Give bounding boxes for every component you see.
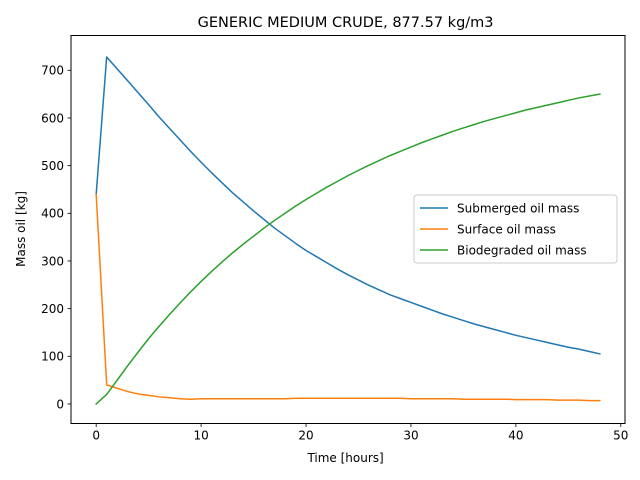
y-tick-label: 200	[41, 302, 64, 316]
y-tick-label: 300	[41, 254, 64, 268]
x-tick-label: 40	[508, 429, 523, 443]
y-tick-label: 500	[41, 159, 64, 173]
y-axis-ticks: 0 100 200 300 400 500 600 700	[41, 64, 71, 411]
legend-label-1: Submerged oil mass	[457, 201, 579, 215]
y-tick-label: 400	[41, 207, 64, 221]
x-axis-ticks: 0 10 20 30 40 50	[92, 423, 628, 443]
y-tick-label: 100	[41, 350, 64, 364]
legend: Submerged oil mass Surface oil mass Biodeg…	[413, 194, 618, 264]
legend-box	[413, 194, 618, 264]
y-tick-label: 700	[41, 64, 64, 78]
x-tick-label: 20	[298, 429, 313, 443]
x-tick-label: 30	[403, 429, 418, 443]
series-layer	[95, 56, 601, 406]
x-tick-label: 0	[92, 429, 100, 443]
legend-label-3: Biodegraded oil mass	[457, 243, 587, 257]
plot-frame	[70, 35, 626, 424]
series-line-2	[95, 193, 601, 402]
series-line-1	[95, 56, 601, 355]
y-axis-label: Mass oil [kg]	[14, 191, 28, 267]
x-axis-label: Time [hours]	[306, 451, 383, 465]
y-tick-label: 600	[41, 111, 64, 125]
y-tick-label: 0	[56, 397, 64, 411]
legend-label-2: Surface oil mass	[457, 222, 556, 236]
x-tick-label: 10	[193, 429, 208, 443]
x-tick-label: 50	[613, 429, 628, 443]
series-line-3	[95, 93, 601, 406]
chart-title: GENERIC MEDIUM CRUDE, 877.57 kg/m3	[198, 15, 494, 31]
